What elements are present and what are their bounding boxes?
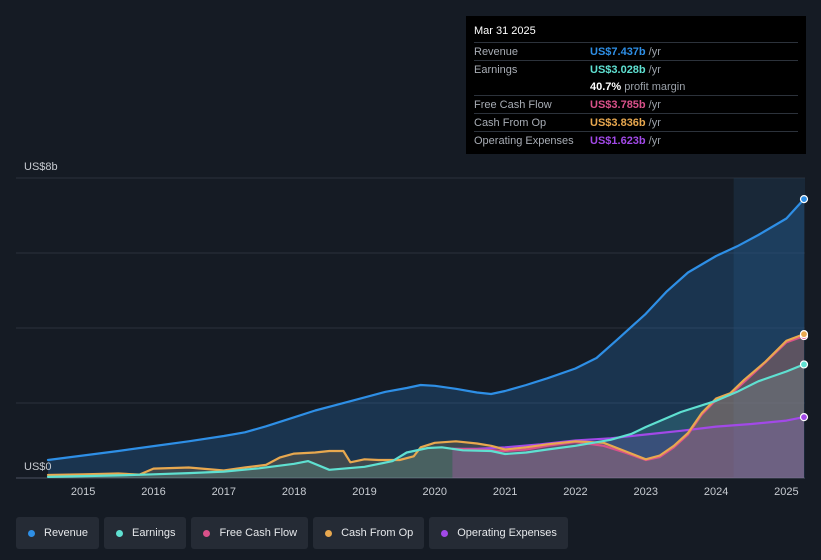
tooltip-row-cash-from-op: Cash From Op US$3.836b /yr <box>474 113 798 131</box>
legend-dot-icon <box>325 529 333 537</box>
x-tick-label: 2019 <box>352 486 376 498</box>
tooltip-value: US$7.437b <box>590 45 646 58</box>
tooltip-row-margin: 40.7% profit margin <box>474 78 798 95</box>
x-tick-label: 2015 <box>71 486 95 498</box>
tooltip-unit: /yr <box>648 63 661 76</box>
tooltip-date: Mar 31 2025 <box>474 25 536 37</box>
x-tick-label: 2024 <box>704 486 728 498</box>
area-revenue <box>48 199 804 478</box>
legend-label: Free Cash Flow <box>219 527 298 539</box>
legend-item-free-cash-flow[interactable]: Free Cash Flow <box>191 517 309 549</box>
x-tick-label: 2021 <box>493 486 517 498</box>
legend: Revenue Earnings Free Cash Flow Cash Fro… <box>16 517 568 549</box>
tooltip-row-earnings: Earnings US$3.028b /yr <box>474 60 798 78</box>
legend-label: Cash From Op <box>341 527 414 539</box>
legend-item-cash-from-op[interactable]: Cash From Op <box>313 517 425 549</box>
tooltip-label: Free Cash Flow <box>474 98 552 111</box>
legend-item-operating-expenses[interactable]: Operating Expenses <box>429 517 568 549</box>
legend-item-earnings[interactable]: Earnings <box>104 517 187 549</box>
tooltip-label: Earnings <box>474 63 518 76</box>
line-cash-from-op <box>46 333 806 477</box>
area-free-cash-flow <box>452 336 804 478</box>
tooltip-value: US$3.028b <box>590 63 646 76</box>
profit-margin-text: profit margin <box>624 80 686 93</box>
endpoint-earnings <box>799 360 809 369</box>
tooltip-unit: /yr <box>648 98 661 111</box>
x-tick-label: 2017 <box>212 486 236 498</box>
tooltip-label: Operating Expenses <box>474 134 574 147</box>
tooltip-row-revenue: Revenue US$7.437b /yr <box>474 42 798 60</box>
endpoint-operating-expenses <box>799 413 809 422</box>
line-free-cash-flow <box>451 335 806 462</box>
tooltip-unit: /yr <box>648 45 661 58</box>
y-axis-top-label: US$8b <box>24 161 58 173</box>
tooltip-row-free-cash-flow: Free Cash Flow US$3.785b /yr <box>474 95 798 113</box>
profit-margin-value: 40.7% <box>590 80 622 93</box>
legend-dot-icon <box>28 529 35 537</box>
tooltip-row-operating-expenses: Operating Expenses US$1.623b /yr <box>474 131 798 149</box>
x-tick-label: 2022 <box>563 486 587 498</box>
tooltip-value: US$1.623b <box>590 134 646 147</box>
legend-label: Operating Expenses <box>457 527 557 539</box>
line-earnings <box>46 363 806 478</box>
tooltip-panel: Mar 31 2025 Revenue US$7.437b /yr Earnin… <box>466 16 806 154</box>
x-tick-label: 2016 <box>141 486 165 498</box>
legend-label: Earnings <box>132 527 176 539</box>
tooltip-unit: /yr <box>648 116 661 129</box>
legend-label: Revenue <box>44 527 89 539</box>
x-tick-label: 2025 <box>774 486 798 498</box>
x-tick-label: 2018 <box>282 486 306 498</box>
legend-item-revenue[interactable]: Revenue <box>16 517 100 549</box>
endpoint-cash-from-op <box>799 330 809 339</box>
legend-dot-icon <box>203 529 211 537</box>
endpoint-revenue <box>799 195 809 204</box>
x-tick-label: 2020 <box>423 486 447 498</box>
tooltip-label: Revenue <box>474 45 519 58</box>
tooltip-label: Cash From Op <box>474 116 547 129</box>
x-tick-label: 2023 <box>634 486 658 498</box>
y-axis-bottom-label: US$0 <box>24 461 52 473</box>
tooltip-value: US$3.836b <box>590 116 646 129</box>
legend-dot-icon <box>116 529 124 537</box>
line-revenue <box>46 198 806 462</box>
legend-dot-icon <box>441 529 449 537</box>
area-operating-expenses <box>452 417 804 478</box>
tooltip-value: US$3.785b <box>590 98 646 111</box>
tooltip-unit: /yr <box>648 134 661 147</box>
